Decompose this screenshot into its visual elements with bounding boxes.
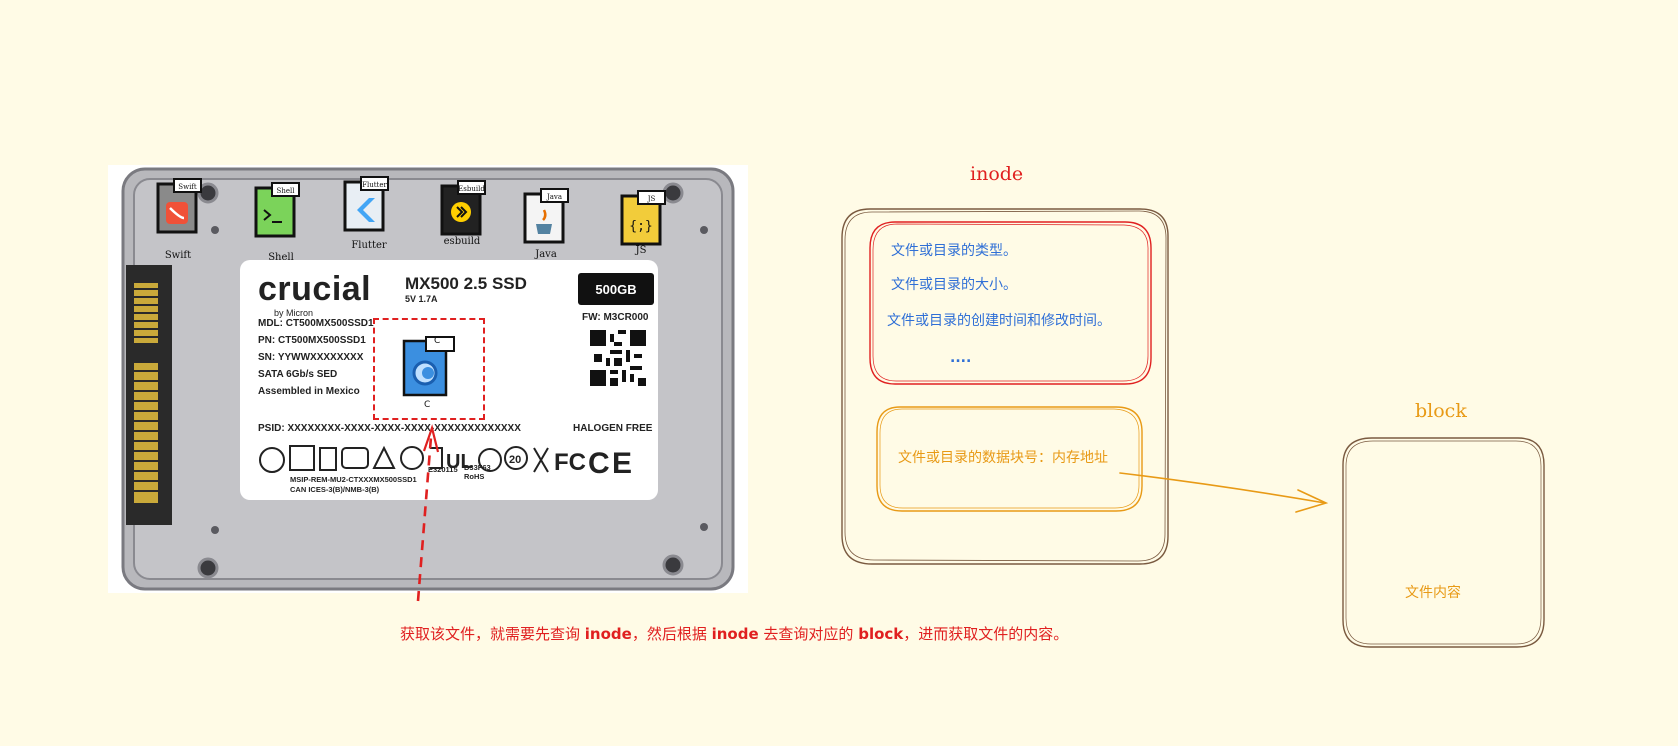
c-file-tag: C <box>434 336 441 346</box>
spec-origin: Assembled in Mexico <box>258 386 360 397</box>
msip-line-1: MSIP-REM-MU2-CTXXXMX500SSD1 <box>290 475 417 484</box>
ssd-label: crucial by Micron MX500 2.5 SSD 5V 1.7A … <box>240 260 658 500</box>
flutter-icon: Flutter <box>343 176 389 232</box>
language-caption: Shell <box>268 252 294 263</box>
svg-text:JS: JS <box>647 195 656 203</box>
block-address-text: 文件或目录的数据块号：内存地址 <box>898 450 1108 466</box>
firmware-text: FW: M3CR000 <box>582 312 649 323</box>
spec-sn: SN: YYWWXXXXXXXX <box>258 352 364 363</box>
svg-text:Swift: Swift <box>178 183 197 191</box>
terminal-icon: Shell <box>254 182 300 238</box>
svg-text:FC: FC <box>554 449 586 476</box>
language-caption: Java <box>535 249 557 260</box>
c-file-highlight <box>373 318 485 420</box>
svg-text:Esbuild: Esbuild <box>458 185 485 193</box>
c-file-icon <box>402 336 455 397</box>
capacity-badge: 500GB <box>578 273 654 305</box>
svg-text:Java: Java <box>546 193 562 201</box>
block-box <box>1342 437 1545 648</box>
inode-title: inode <box>970 163 1024 185</box>
annotation-part-4: ，进而获取文件的内容。 <box>903 625 1069 643</box>
brand-name: crucial <box>258 270 372 308</box>
annotation-keyword-block: block <box>858 625 904 643</box>
inode-item-type: 文件或目录的类型。 <box>891 243 1017 259</box>
spec-mdl: MDL: CT500MX500SSD1 <box>258 318 374 329</box>
language-caption: JS <box>635 245 647 256</box>
spec-interface: SATA 6Gb/s SED <box>258 369 338 380</box>
inode-container-box <box>841 208 1169 565</box>
d33-line-1: D33F63 <box>464 463 491 472</box>
power-rating: 5V 1.7A <box>405 294 438 304</box>
brand-sub: by Micron <box>274 308 314 318</box>
annotation-part-2: ，然后根据 <box>631 625 712 643</box>
ul-file-number: E320115 <box>428 465 458 474</box>
qr-code-icon <box>590 330 646 386</box>
annotation-part-3: 去查询对应的 <box>758 625 859 643</box>
annotation-part-1: 获取该文件，就需要先查询 <box>400 625 585 643</box>
language-caption: esbuild <box>443 236 481 247</box>
pointer-arrow <box>1119 472 1329 513</box>
model-name: MX500 2.5 SSD <box>405 274 527 293</box>
msip-line-2: CAN ICES-3(B)/NMB-3(B) <box>290 485 380 494</box>
halogen-text: HALOGEN FREE <box>573 423 653 434</box>
inode-item-size: 文件或目录的大小。 <box>891 277 1017 293</box>
psid-text: PSID: XXXXXXXX-XXXX-XXXX-XXXX-XXXXXXXXXX… <box>258 423 521 434</box>
language-caption: Swift <box>164 250 192 261</box>
annotation-keyword-inode-2: inode <box>711 625 759 643</box>
block-title: block <box>1415 400 1467 422</box>
svg-text:20: 20 <box>509 454 521 466</box>
esbuild-icon: Esbuild <box>440 180 486 236</box>
inode-item-time: 文件或目录的创建时间和修改时间。 <box>887 313 1111 329</box>
bottom-annotation: 获取该文件，就需要先查询 inode，然后根据 inode 去查询对应的 blo… <box>400 623 1068 644</box>
svg-text:Flutter: Flutter <box>362 181 387 189</box>
svg-text:UL: UL <box>446 451 473 473</box>
annotation-keyword-inode-1: inode <box>584 625 632 643</box>
certification-icons: FC C E UL 20 <box>259 445 632 480</box>
svg-text:E: E <box>612 447 632 480</box>
regulatory-text: MSIP-REM-MU2-CTXXXMX500SSD1 CAN ICES-3(B… <box>290 475 417 495</box>
d33-line-2: RoHS <box>464 472 485 481</box>
java-icon: Java <box>523 188 569 244</box>
swift-icon: Swift <box>156 178 202 234</box>
language-caption: Flutter <box>351 240 387 251</box>
svg-text:{;}: {;} <box>629 219 652 234</box>
rohs-text: D33F63 RoHS <box>464 463 491 481</box>
svg-text:C: C <box>588 447 610 480</box>
inode-item-ellipsis: .... <box>950 350 972 366</box>
block-content-text: 文件内容 <box>1405 585 1461 601</box>
c-file-caption: C <box>424 400 431 410</box>
spec-pn: PN: CT500MX500SSD1 <box>258 335 366 346</box>
js-icon: JS {;} <box>620 190 666 246</box>
svg-text:Shell: Shell <box>277 187 296 195</box>
